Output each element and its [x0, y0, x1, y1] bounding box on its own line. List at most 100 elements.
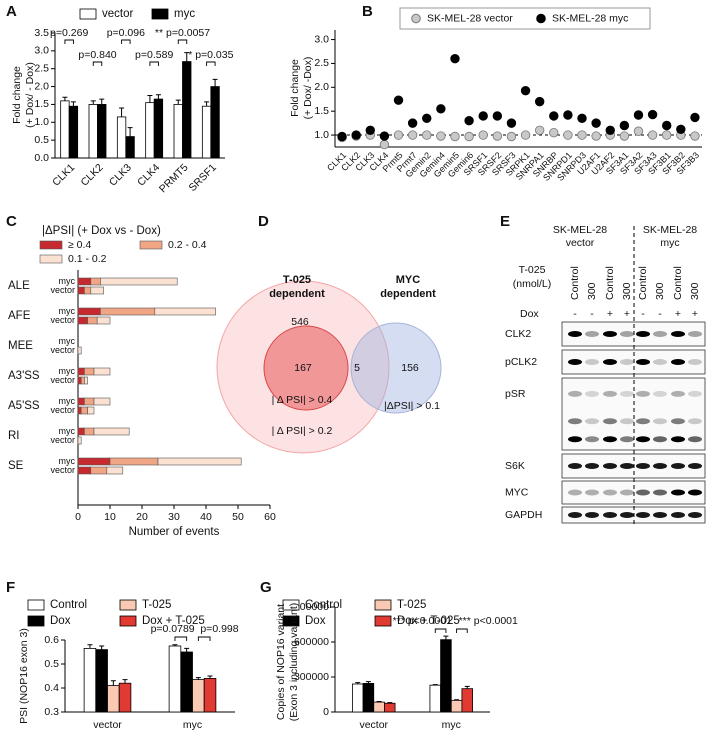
bar-segment: [77, 406, 82, 415]
dot: [563, 110, 573, 120]
bar: [384, 702, 396, 713]
bar: [373, 701, 385, 713]
set-label: T-025: [283, 274, 311, 286]
band: [653, 436, 667, 443]
band: [636, 463, 650, 469]
annotation: *** p<0.0001: [459, 615, 518, 627]
dox-sign: +: [692, 308, 698, 320]
threshold-label: | Δ PSI| > 0.4: [272, 394, 333, 406]
band: [585, 463, 599, 469]
row-label: pCLK2: [505, 356, 537, 368]
band: [671, 418, 685, 425]
bar-segment: [84, 286, 92, 295]
legend-swatch: [374, 615, 392, 627]
dot: [549, 111, 559, 121]
count: 5: [354, 362, 360, 374]
bar: [60, 100, 70, 159]
y-tick-label: 0.5: [34, 134, 49, 146]
band: [653, 489, 667, 496]
panel-letter: C: [6, 213, 17, 230]
band: [653, 463, 667, 469]
group-label: SK-MEL-28: [643, 224, 697, 236]
dot: [577, 113, 587, 124]
legend-label: SK-MEL-28 myc: [552, 12, 628, 24]
row-label: GAPDH: [505, 509, 542, 521]
annotation: p=0.998: [200, 623, 238, 635]
bar: [116, 116, 127, 159]
band: [688, 463, 702, 469]
legend-marker: [536, 13, 546, 24]
lane-label: Control: [604, 266, 616, 300]
dot: [633, 110, 644, 120]
legend-label: 0.2 - 0.4: [168, 239, 207, 251]
error-bar: [119, 107, 125, 117]
panel-letter: B: [362, 3, 373, 20]
legend-swatch: [151, 8, 169, 20]
group-label: MEE: [8, 340, 33, 352]
bar-segment: [154, 307, 216, 316]
row-label: vector: [50, 375, 75, 385]
dot: [520, 130, 531, 140]
y-tick-label: 1.5: [34, 98, 49, 110]
band: [585, 512, 599, 518]
dot: [379, 131, 390, 141]
x-tick-label: 10: [104, 511, 116, 523]
significance-bracket: [92, 61, 103, 66]
band: [620, 418, 634, 425]
dot: [662, 130, 672, 140]
bar: [210, 86, 220, 159]
bar: [97, 104, 107, 159]
band: [585, 436, 599, 443]
band: [603, 390, 617, 397]
band: [636, 418, 650, 425]
y-axis-label: Fold change: [11, 66, 23, 124]
bar-segment: [77, 277, 92, 286]
bar-segment: [84, 367, 95, 376]
bar-segment: [84, 397, 95, 406]
legend-swatch: [282, 599, 300, 611]
band: [568, 418, 582, 425]
band: [636, 390, 650, 397]
dot: [534, 125, 545, 135]
dot: [690, 112, 700, 123]
dot: [591, 118, 601, 128]
dot: [365, 125, 375, 135]
row-label: MYC: [505, 486, 529, 498]
dox-sign: -: [573, 308, 577, 320]
legend-label: Dox: [305, 615, 326, 627]
legend-label: T-025: [142, 599, 171, 611]
bar-segment: [100, 307, 156, 316]
band: [603, 489, 617, 496]
dot: [563, 130, 573, 140]
panel-letter: D: [258, 213, 269, 230]
band: [568, 463, 582, 469]
dot: [534, 96, 545, 107]
legend-swatch: [27, 615, 45, 627]
annotation: p=0.840: [78, 49, 116, 61]
band: [653, 331, 667, 337]
bar: [153, 98, 164, 159]
band: [636, 331, 650, 337]
row-label: myc: [59, 336, 76, 346]
legend-swatch: [139, 240, 163, 250]
dot: [676, 124, 686, 135]
band: [603, 331, 617, 337]
error-bar: [87, 644, 93, 649]
y-tick-label: 2.5: [34, 62, 49, 74]
band: [671, 463, 685, 469]
bar: [352, 683, 364, 713]
bar-segment: [77, 286, 85, 295]
x-tick-label: myc: [442, 719, 461, 731]
legend-label: 0.1 - 0.2: [68, 253, 107, 265]
dot: [662, 120, 672, 131]
legend-label: ≥ 0.4: [68, 239, 91, 251]
band: [671, 489, 685, 496]
dot: [436, 104, 446, 114]
dot: [492, 111, 503, 121]
bar-segment: [80, 376, 85, 385]
row-label: vector: [50, 465, 75, 475]
y-tick-label: 2.0: [314, 81, 329, 93]
dot: [520, 85, 531, 96]
y-tick-label: 0: [323, 706, 329, 718]
